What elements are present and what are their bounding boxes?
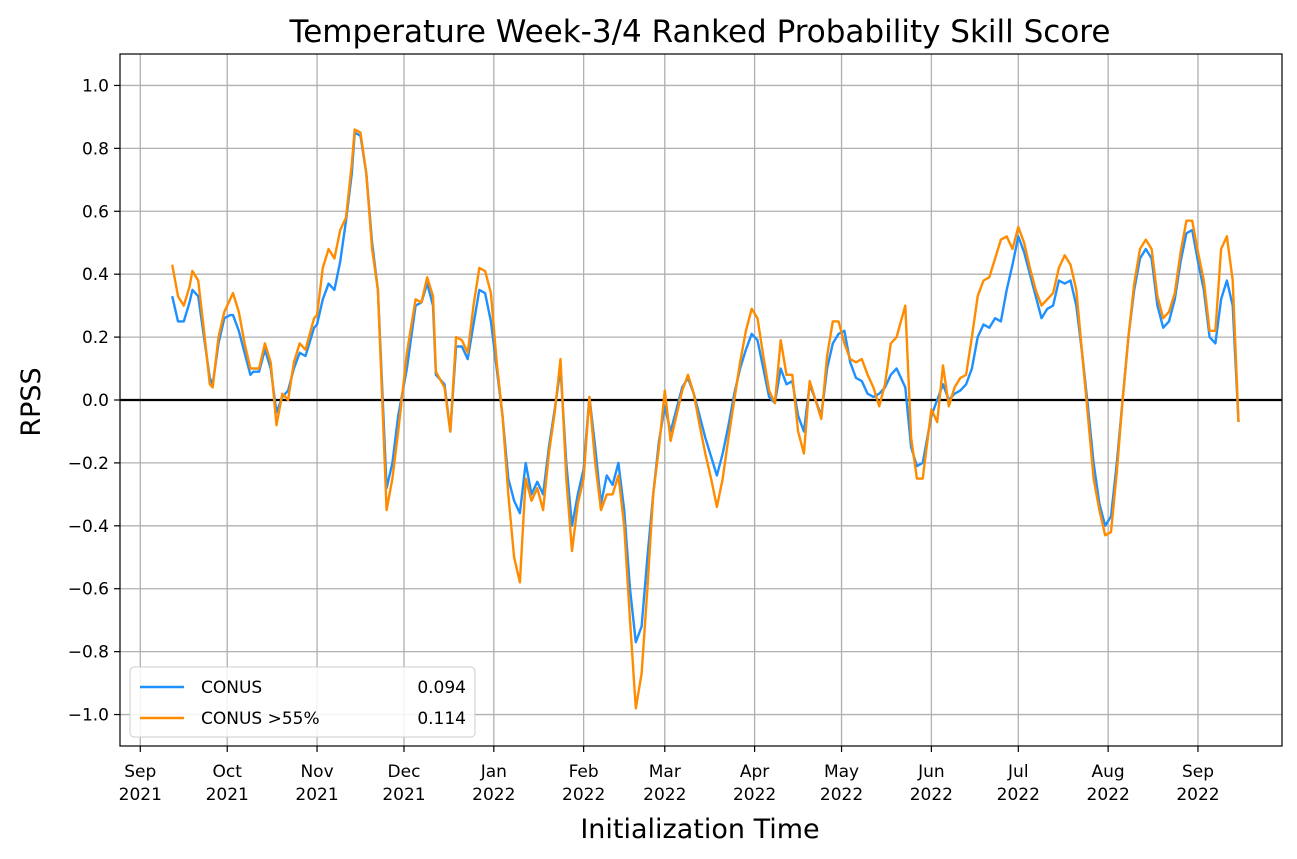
- y-tick-label: −1.0: [68, 706, 109, 726]
- x-tick-label-month: Jun: [917, 762, 945, 782]
- x-tick-label-month: May: [824, 762, 859, 782]
- x-tick-label-month: Feb: [569, 762, 599, 782]
- x-tick-label-year: 2022: [1087, 785, 1130, 805]
- y-tick-label: 0.2: [82, 328, 109, 348]
- x-tick-label-year: 2022: [562, 785, 605, 805]
- legend-box: [129, 666, 476, 738]
- y-tick-label: 1.0: [82, 76, 109, 96]
- x-tick-label-year: 2022: [820, 785, 863, 805]
- y-ticks: 1.0 0.8 0.6 0.4 0.2 0.0 −0.2 −0.4 −0.6 −0.8 −1.0: [68, 76, 120, 726]
- x-tick-label-year: 2022: [997, 785, 1040, 805]
- x-tick-label-month: Sep: [1182, 762, 1214, 782]
- y-tick-label: −0.4: [68, 517, 109, 537]
- x-tick-label-month: Apr: [740, 762, 769, 782]
- x-tick-label-year: 2021: [382, 785, 425, 805]
- y-tick-label: 0.0: [82, 391, 109, 411]
- series-line-conus-55: [171, 128, 1240, 710]
- x-tick-label-year: 2022: [910, 785, 953, 805]
- y-tick-label: −0.8: [68, 643, 109, 663]
- y-tick-label: 0.8: [82, 139, 109, 159]
- y-tick-label: 0.4: [82, 265, 109, 285]
- legend-label-conus-55: CONUS >55%: [201, 709, 320, 729]
- x-tick-label-year: 2022: [1176, 785, 1219, 805]
- x-tick-label-year: 2022: [472, 785, 515, 805]
- x-tick-label-month: Sep: [124, 762, 156, 782]
- x-tick-label-year: 2021: [206, 785, 249, 805]
- x-tick-label-year: 2021: [295, 785, 338, 805]
- x-tick-label-year: 2022: [733, 785, 776, 805]
- series-lines: [171, 128, 1240, 710]
- x-tick-label-year: 2021: [119, 785, 162, 805]
- x-tick-label-year: 2022: [643, 785, 686, 805]
- y-tick-label: 0.6: [82, 202, 109, 222]
- y-tick-label: −0.6: [68, 580, 109, 600]
- legend-score-conus: 0.094: [417, 678, 466, 698]
- legend-score-conus-55: 0.114: [417, 709, 466, 729]
- y-axis-label: RPSS: [16, 367, 47, 436]
- legend: CONUS 0.094 CONUS >55% 0.114: [129, 666, 476, 738]
- x-tick-label-month: Oct: [213, 762, 243, 782]
- x-tick-label-month: Jul: [1007, 762, 1029, 782]
- x-tick-label-month: Mar: [649, 762, 681, 782]
- x-ticks: Sep 2021 Oct 2021 Nov 2021 Dec 2021 Jan 2022 Feb 20…: [119, 746, 1220, 805]
- chart-title: Temperature Week-3/4 Ranked Probability …: [289, 14, 1111, 50]
- legend-label-conus: CONUS: [201, 678, 262, 698]
- x-axis-label: Initialization Time: [580, 814, 819, 845]
- x-tick-label-month: Nov: [300, 762, 333, 782]
- x-tick-label-month: Dec: [388, 762, 421, 782]
- series-line-conus: [171, 131, 1240, 644]
- x-tick-label-month: Aug: [1092, 762, 1125, 782]
- y-tick-label: −0.2: [68, 454, 109, 474]
- x-tick-label-month: Jan: [480, 762, 507, 782]
